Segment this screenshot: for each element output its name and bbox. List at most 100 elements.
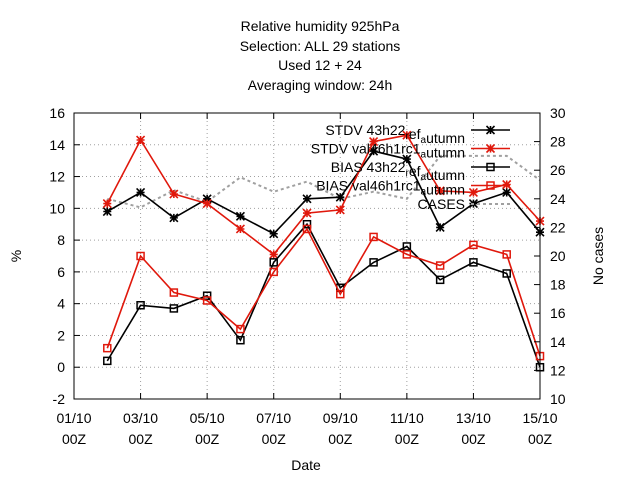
data-point — [136, 251, 145, 261]
legend-sample-marker — [486, 162, 495, 172]
y-tick-label: 4 — [57, 296, 65, 312]
data-point — [402, 154, 412, 164]
data-point — [136, 187, 146, 198]
y2-tick-label: 10 — [550, 391, 566, 407]
data-point — [468, 187, 478, 198]
data-point — [236, 324, 245, 334]
data-point — [435, 222, 445, 232]
data-point — [169, 189, 179, 199]
data-point — [335, 205, 345, 215]
chart-title-line-1: Relative humidity 925hPa — [240, 18, 400, 34]
data-point — [102, 206, 112, 217]
data-point — [136, 301, 145, 310]
x-tick-label-time: 00Z — [328, 431, 353, 447]
x-tick-label: 09/10 — [323, 410, 358, 426]
legend-sample-marker — [485, 143, 496, 154]
data-point — [435, 186, 445, 196]
y2-tick-label: 24 — [550, 191, 566, 207]
data-point — [202, 291, 212, 300]
data-point — [502, 179, 512, 190]
y2-tick-label: 28 — [550, 134, 566, 150]
legend-label: STDV 43h22refautumn — [325, 122, 465, 146]
legend-label: CASES — [418, 196, 465, 212]
data-point — [136, 135, 146, 145]
data-point — [269, 258, 278, 267]
y2-axis-label: No cases — [590, 227, 606, 285]
y-tick-label: 0 — [57, 359, 65, 375]
data-point — [202, 194, 212, 204]
y-axis-label: % — [8, 250, 24, 262]
data-point — [435, 261, 445, 270]
x-tick-label-time: 00Z — [195, 431, 220, 447]
data-point — [202, 199, 212, 209]
data-point — [369, 137, 379, 147]
data-point — [502, 269, 511, 278]
grid — [74, 113, 540, 399]
data-point — [236, 335, 245, 345]
x-axis-label: Date — [291, 457, 321, 473]
y2-tick-label: 20 — [550, 248, 566, 264]
series-line — [106, 227, 541, 357]
data-point — [269, 249, 279, 259]
data-point — [469, 258, 478, 267]
x-tick-label: 13/10 — [456, 410, 491, 426]
data-point — [235, 211, 245, 221]
y-tick-label: 16 — [49, 105, 65, 121]
data-point — [169, 288, 179, 297]
chart-title-line-3: Used 12 + 24 — [278, 57, 362, 73]
data-point — [502, 187, 512, 198]
x-tick-label: 01/10 — [56, 410, 91, 426]
x-tick-label: 15/10 — [522, 410, 557, 426]
data-point — [302, 224, 312, 234]
y2-tick-label: 16 — [550, 305, 566, 321]
legend-label: BIAS val46h1rc1autumn — [316, 178, 465, 198]
data-point — [435, 275, 445, 285]
data-point — [235, 224, 245, 234]
x-tick-label-time: 00Z — [262, 431, 287, 447]
data-point — [369, 232, 378, 242]
chart-title-line-4: Averaging window: 24h — [247, 77, 393, 93]
x-tick-label-time: 00Z — [528, 431, 553, 447]
series-layer — [102, 130, 545, 372]
data-point — [269, 229, 279, 239]
plot-frame — [73, 112, 541, 400]
data-point — [336, 289, 345, 299]
data-point — [202, 296, 212, 305]
legend-label: STDV val46h1rc1autumn — [311, 141, 465, 161]
series-2 — [103, 219, 545, 372]
legend-label: BIAS 43h22refautumn — [331, 159, 465, 183]
y2-tick-label: 30 — [550, 105, 566, 121]
data-point — [103, 356, 112, 366]
x-tick-label-time: 00Z — [395, 431, 420, 447]
y-tick-label: 14 — [49, 137, 65, 153]
legend-sample-marker — [485, 125, 496, 135]
y-tick-label: 10 — [49, 200, 65, 216]
data-point — [169, 304, 179, 313]
x-tick-label: 03/10 — [123, 410, 158, 426]
data-point — [469, 240, 478, 250]
data-point — [502, 250, 511, 259]
y-tick-label: 12 — [49, 169, 65, 185]
x-tick-label-time: 00Z — [62, 431, 87, 447]
x-tick-label: 07/10 — [256, 410, 291, 426]
data-point — [302, 194, 312, 204]
data-point — [402, 130, 412, 140]
data-point — [402, 250, 412, 259]
series-line — [106, 134, 541, 256]
axes: -2024681012141601/1000Z03/1000Z05/1000Z0… — [49, 105, 565, 447]
data-point — [402, 242, 412, 251]
data-point — [103, 343, 112, 353]
data-point — [269, 267, 278, 277]
x-tick-label-time: 00Z — [461, 431, 486, 447]
data-point — [302, 208, 312, 218]
y-tick-label: 8 — [57, 232, 65, 248]
y2-tick-label: 14 — [550, 334, 566, 350]
chart-title-line-2: Selection: ALL 29 stations — [239, 38, 401, 54]
series-line — [106, 222, 541, 368]
data-point — [335, 192, 345, 202]
data-point — [102, 199, 112, 209]
x-tick-label-time: 00Z — [129, 431, 154, 447]
data-point — [369, 258, 378, 267]
